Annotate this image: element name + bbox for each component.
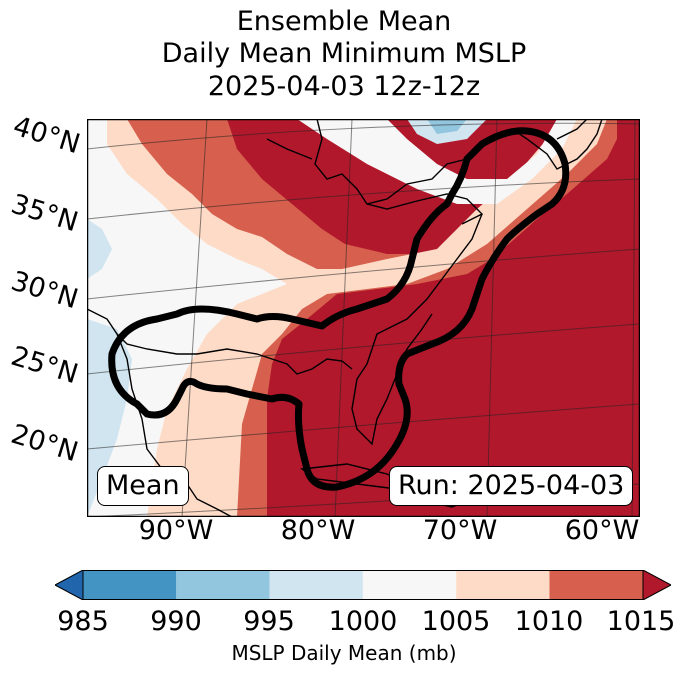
pressure-band-blue xyxy=(427,119,467,134)
map-panel: Mean Run: 2025-04-03 xyxy=(86,118,641,518)
colorbar-segment-995-1000 xyxy=(269,570,363,600)
colorbar-tick-1000: 1000 xyxy=(328,606,398,637)
colorbar-graphic xyxy=(53,569,673,601)
lat-label-20: 20°N xyxy=(7,418,82,469)
colorbar-tick-985: 985 xyxy=(57,606,109,637)
colorbar-tick-1005: 1005 xyxy=(421,606,491,637)
colorbar-tick-990: 990 xyxy=(150,606,202,637)
colorbar-tick-1010: 1010 xyxy=(514,606,584,637)
colorbar-label: MSLP Daily Mean (mb) xyxy=(231,641,457,665)
mslp-contour xyxy=(108,127,570,491)
lat-label-30: 30°N xyxy=(7,265,82,316)
colorbar-segment-1010-1015 xyxy=(549,570,643,600)
colorbar-tick-1015: 1015 xyxy=(606,606,676,637)
lat-label-35: 35°N xyxy=(7,188,82,239)
colorbar-segment-990-995 xyxy=(176,570,270,600)
colorbar-tick-995: 995 xyxy=(243,606,295,637)
colorbar-segment-985-990 xyxy=(83,570,177,600)
lon-label-90w: 90°W xyxy=(138,515,214,546)
title-line-3: 2025-04-03 12z-12z xyxy=(207,71,481,102)
lat-label-40: 40°N xyxy=(9,110,84,161)
mean-label-box: Mean xyxy=(97,466,189,506)
colorbar xyxy=(53,569,673,601)
lat-label-25: 25°N xyxy=(7,340,82,391)
colorbar-segment-1000-1005 xyxy=(362,570,457,600)
pressure-map xyxy=(86,118,641,518)
pressure-band-light-red xyxy=(87,119,607,517)
title-line-2: Daily Mean Minimum MSLP xyxy=(161,38,527,69)
lon-label-70w: 70°W xyxy=(422,515,498,546)
colorbar-over-arrow xyxy=(642,569,673,601)
lon-label-80w: 80°W xyxy=(280,515,356,546)
colorbar-segment-1005-1010 xyxy=(456,570,550,600)
lon-label-60w: 60°W xyxy=(564,515,640,546)
title-line-1: Ensemble Mean xyxy=(236,6,452,37)
colorbar-under-arrow xyxy=(53,569,84,601)
run-label-box: Run: 2025-04-03 xyxy=(389,466,634,506)
